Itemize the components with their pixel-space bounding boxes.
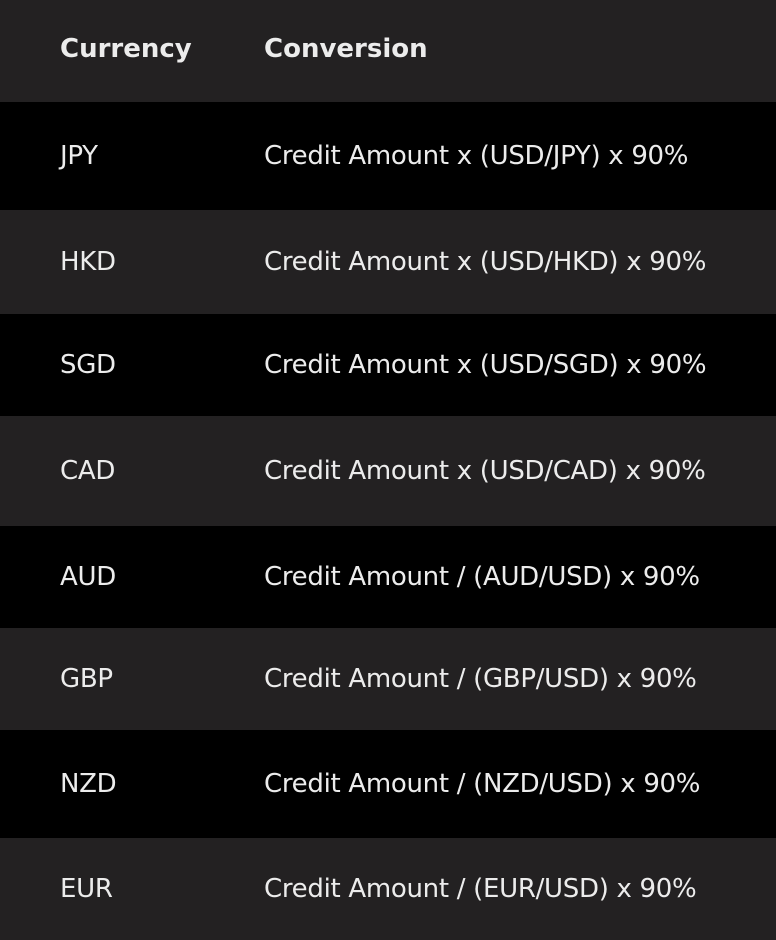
currency-cell: CAD [60, 456, 116, 486]
conversion-cell: Credit Amount x (USD/JPY) x 90% [264, 141, 689, 171]
currency-cell: HKD [60, 247, 116, 277]
table-header: Currency Conversion [0, 0, 776, 102]
conversion-cell: Credit Amount x (USD/CAD) x 90% [264, 456, 706, 486]
conversion-cell: Credit Amount x (USD/SGD) x 90% [264, 350, 707, 380]
table-row: JPY Credit Amount x (USD/JPY) x 90% [0, 102, 776, 210]
header-conversion: Conversion [264, 34, 428, 64]
currency-cell: SGD [60, 350, 116, 380]
table-row: CAD Credit Amount x (USD/CAD) x 90% [0, 416, 776, 526]
table-row: HKD Credit Amount x (USD/HKD) x 90% [0, 210, 776, 314]
table-row: GBP Credit Amount / (GBP/USD) x 90% [0, 628, 776, 730]
currency-cell: EUR [60, 874, 113, 904]
conversion-cell: Credit Amount / (AUD/USD) x 90% [264, 562, 700, 592]
table-row: AUD Credit Amount / (AUD/USD) x 90% [0, 526, 776, 628]
conversion-cell: Credit Amount x (USD/HKD) x 90% [264, 247, 707, 277]
conversion-cell: Credit Amount / (NZD/USD) x 90% [264, 769, 701, 799]
currency-cell: GBP [60, 664, 113, 694]
table-row: SGD Credit Amount x (USD/SGD) x 90% [0, 314, 776, 416]
conversion-cell: Credit Amount / (GBP/USD) x 90% [264, 664, 697, 694]
header-currency: Currency [60, 34, 192, 64]
currency-cell: JPY [60, 141, 98, 171]
currency-cell: AUD [60, 562, 116, 592]
table-row: EUR Credit Amount / (EUR/USD) x 90% [0, 838, 776, 940]
currency-cell: NZD [60, 769, 117, 799]
table-row: NZD Credit Amount / (NZD/USD) x 90% [0, 730, 776, 838]
conversion-cell: Credit Amount / (EUR/USD) x 90% [264, 874, 697, 904]
